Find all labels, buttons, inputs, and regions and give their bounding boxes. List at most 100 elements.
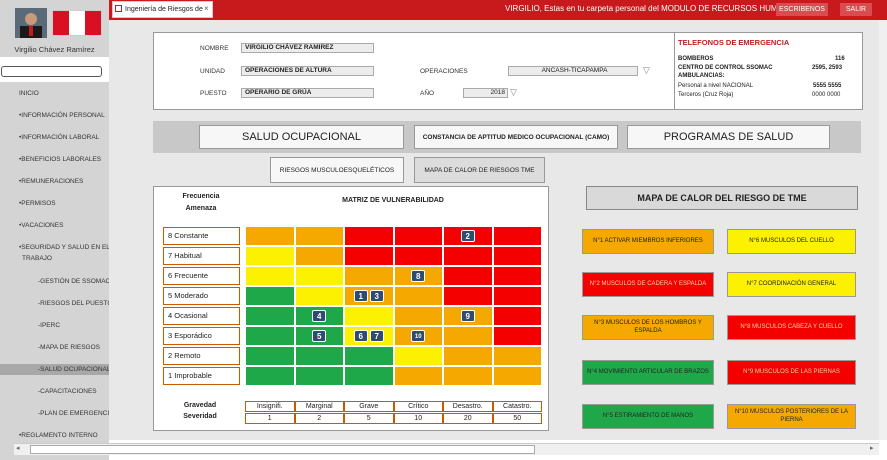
matrix-cell [443,286,493,306]
risk-badge[interactable]: 2 [460,230,475,242]
camo-button[interactable]: CONSTANCIA DE APTITUD MEDICO OCUPACIONAL… [414,125,618,149]
risk-badge[interactable]: 3 [369,290,384,302]
matrix-cell [443,246,493,266]
sidebar-item-plan-emergencia[interactable]: -PLAN DE EMERGENCIA [38,410,114,417]
nombre-field: VIRGILIO CHÁVEZ RAMIREZ [241,43,374,53]
heatmap-legend-item[interactable]: N°1 ACTIVAR MIEMBROS INFERIORES [582,229,714,254]
sidebar-user-name: Virgilio Chávez Ramírez [14,45,95,54]
matrix-cell [245,246,295,266]
matrix-row-label: 4 Ocasional [163,307,240,325]
sidebar-item-informacion-laboral[interactable]: •INFORMACIÓN LABORAL [19,134,100,141]
sidebar-item-remuneraciones[interactable]: •REMUNERACIONES [19,178,84,185]
heatmap-legend-item[interactable]: N°4 MOVIMIENTO ARTICULAR DE BRAZOS [582,360,714,385]
sidebar-item-vacaciones[interactable]: •VACACIONES [19,222,64,229]
chevron-down-icon[interactable]: ▽ [643,65,650,75]
sidebar-item-iperc[interactable]: -IPERC [38,322,61,329]
frequency-title: Frecuencia Amenaza [182,193,220,212]
programas-salud-button[interactable]: PROGRAMAS DE SALUD [627,125,830,149]
sidebar-item-salud-ocupacional[interactable]: -SALUD OCUPACIONAL [0,364,110,375]
ssomac-number: 2595, 2593 [812,65,843,71]
exit-button[interactable]: SALIR [840,3,872,16]
scroll-right-icon[interactable]: ▸ [870,445,874,452]
scrollbar-thumb[interactable] [30,445,535,454]
sidebar-item-riesgos-puesto[interactable]: -RIESGOS DEL PUESTO [38,300,113,307]
heatmap-legend-item[interactable]: N°6 MUSCULOS DEL CUELLO [727,229,856,254]
heatmap-legend-item[interactable]: N°8 MUSCULOS CABEZA Y CUELLO [727,315,856,340]
heatmap-legend-item[interactable]: N°3 MUSCULOS DE LOS HOMBROS Y ESPALDA [582,315,714,340]
matrix-cell [344,226,394,246]
risk-badge[interactable]: 5 [312,330,327,342]
sidebar-item-inicio[interactable]: INICIO [19,90,39,97]
severidad-label: Severidad [183,413,217,420]
sidebar-item-seguridad-salud-cont[interactable]: TRABAJO [22,255,52,262]
matrix-cell [294,226,344,246]
close-icon[interactable]: × [204,4,209,13]
matrix-row-label: 6 Frecuente [163,267,240,285]
operaciones-select[interactable]: ANCASH-TICAPAMPA [508,66,638,76]
severity-value: 2 [294,413,344,424]
scroll-left-icon[interactable]: ◂ [16,445,20,452]
heatmap-legend-item[interactable]: N°10 MUSCULOS POSTERIORES DE LA PIERNA [727,404,856,429]
matrix-cell [294,366,344,386]
nombre-label: NOMBRE [200,45,229,52]
sidebar-search-input[interactable] [1,66,102,77]
matrix-cell [344,346,394,366]
sidebar-item-mapa-riesgos[interactable]: -MAPA DE RIESGOS [38,344,101,351]
risk-badge[interactable]: 10 [411,330,426,342]
heatmap-legend-item[interactable]: N°9 MUSCULOS DE LAS PIERNAS [727,360,856,385]
risk-badge[interactable]: 1 [353,290,368,302]
heatmap-legend-item[interactable]: N°2 MUSCULOS DE CADERA Y ESPALDA [582,272,714,297]
heatmap-legend-item[interactable]: N°7 COORDINACIÓN GENERAL [727,272,856,297]
matrix-cell [294,246,344,266]
matrix-cell [245,306,295,326]
terceros-number: 0000 0000 [812,92,841,98]
sidebar-item-capacitaciones[interactable]: -CAPACITACIONES [38,388,97,395]
top-bar [109,0,887,20]
emergency-box [674,33,862,109]
unidad-field: OPERACIONES DE ALTURA [241,66,374,76]
vertical-scrollbar[interactable] [879,20,887,440]
risk-badge[interactable]: 4 [312,310,327,322]
sidebar-item-informacion-personal[interactable]: •INFORMACIÓN PERSONAL [19,112,105,119]
mapa-calor-button[interactable]: MAPA DE CALOR DE RIESGOS TME [414,157,545,183]
sidebar-item-reglamento[interactable]: •REGLAMENTO INTERNO [19,432,98,439]
matrix-cell [492,346,542,366]
matrix-row-label: 1 Improbable [163,367,240,385]
welcome-message: VIRGILIO, Estas en tu carpeta personal d… [505,4,801,13]
risk-badge[interactable]: 6 [353,330,368,342]
sidebar-item-seguridad-salud[interactable]: •SEGURIDAD Y SALUD EN EL [19,244,110,251]
anio-select[interactable]: 2018 [463,88,508,98]
severity-value: 5 [344,413,394,424]
matrix-cell [344,286,394,306]
bomberos-label: BOMBEROS [678,56,714,62]
severity-name: Crítico [393,401,443,412]
write-us-button[interactable]: ESCRIBENOS [776,3,828,16]
risk-badge[interactable]: 7 [369,330,384,342]
puesto-label: PUESTO [200,90,227,97]
riesgos-musculo-button[interactable]: RIESGOS MUSCULOESQUELÉTICOS [270,157,404,183]
severity-name: Grave [344,401,394,412]
salud-ocupacional-button[interactable]: SALUD OCUPACIONAL [199,125,404,149]
matrix-cell [245,366,295,386]
sidebar-item-permisos[interactable]: •PERMISOS [19,200,56,207]
matrix-cell [492,226,542,246]
matrix-row-label: 5 Moderado [163,287,240,305]
risk-badge[interactable]: 8 [411,270,426,282]
matrix-title: MATRIZ DE VULNERABILIDAD [342,197,444,204]
chevron-down-icon[interactable]: ▽ [510,87,517,97]
matrix-cell [393,366,443,386]
sidebar-item-beneficios[interactable]: •BENEFICIOS LABORALES [19,156,102,163]
browser-tab[interactable]: Ingeniería de Riesgos de [112,1,213,18]
heatmap-legend-item[interactable]: N°5 ESTIRAMIENTO DE MANOS [582,404,714,429]
matrix-cell [344,306,394,326]
matrix-cell [492,266,542,286]
matrix-cell [393,246,443,266]
risk-badge[interactable]: 9 [460,310,475,322]
matrix-cell [294,286,344,306]
operaciones-label: OPERACIONES [420,68,468,75]
puesto-field: OPERARIO DE GRÚA [241,88,374,98]
sidebar-item-gestion-ssomac[interactable]: -GESTIÓN DE SSOMAC [38,278,111,285]
matrix-cell [344,326,394,346]
matrix-row-label: 8 Constante [163,227,240,245]
matrix-cell [492,246,542,266]
